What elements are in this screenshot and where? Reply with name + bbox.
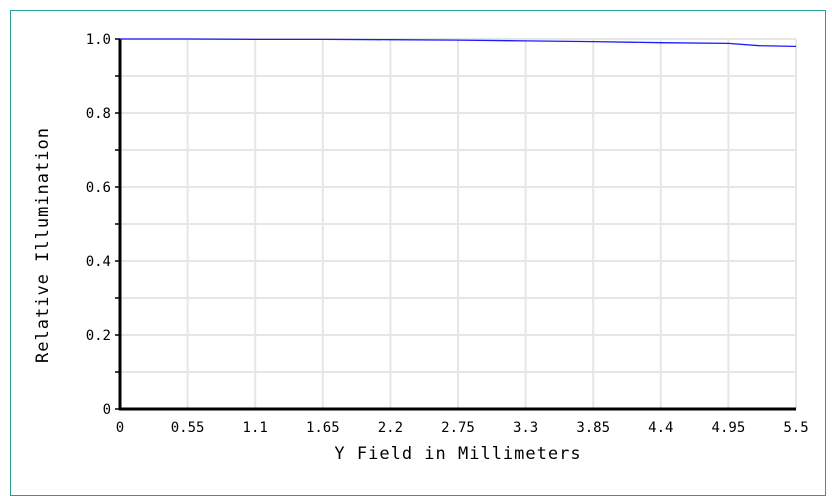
y-tick-label: 0.6 (86, 180, 111, 196)
x-tick-label: 2.2 (378, 420, 403, 436)
chart-frame (10, 10, 826, 496)
x-tick-label: 1.65 (306, 420, 340, 436)
y-tick-label: 0.8 (86, 106, 111, 122)
x-tick-label: 0.55 (171, 420, 205, 436)
x-tick-label: 4.95 (712, 420, 746, 436)
series-line (120, 38, 797, 48)
x-tick-label: 5.5 (783, 420, 808, 436)
relative-illumination-chart: 0 0.55 1.1 1.65 2.2 2.75 3.3 3.85 4.4 4.95 5.5 0 0.2… (33, 32, 809, 464)
grid (120, 38, 797, 409)
y-tick-label: 0.4 (86, 254, 111, 270)
y-tick-label: 0.2 (86, 328, 111, 344)
x-tick-label: 2.75 (441, 420, 475, 436)
x-axis-label: Y Field in Millimeters (334, 444, 581, 464)
x-tick-label: 1.1 (243, 420, 268, 436)
x-tick-label: 0 (116, 420, 124, 436)
y-tick-label: 1.0 (86, 32, 111, 48)
x-tick-label: 4.4 (648, 420, 673, 436)
series (120, 38, 797, 48)
y-tick-label: 0 (103, 402, 111, 418)
y-axis-label: Relative Illumination (33, 127, 53, 363)
x-tick-label: 3.85 (576, 420, 610, 436)
axes (115, 38, 796, 411)
x-tick-label: 3.3 (513, 420, 538, 436)
ticks: 0 0.55 1.1 1.65 2.2 2.75 3.3 3.85 4.4 4.95 5.5 0 0.2… (86, 32, 809, 436)
